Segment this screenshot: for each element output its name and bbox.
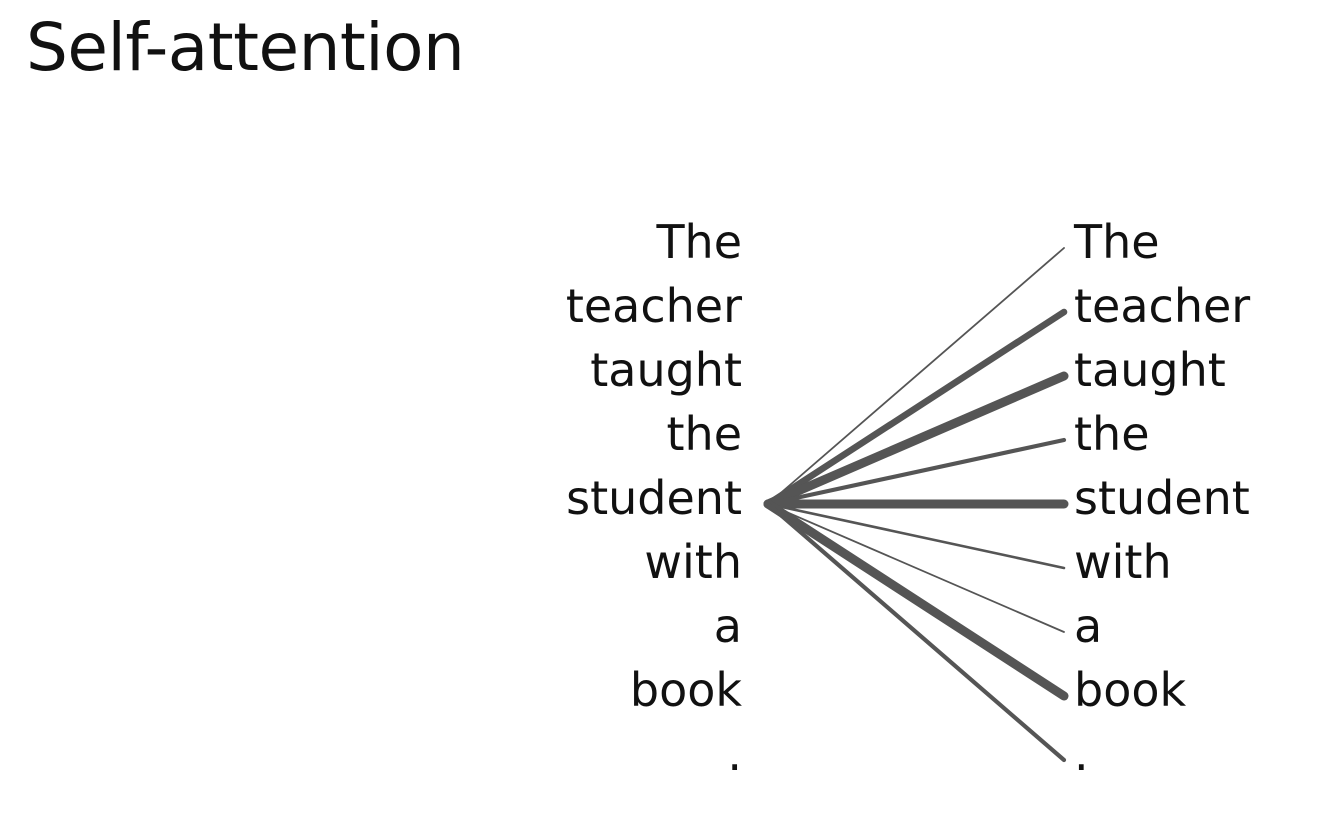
target-token: .	[1074, 727, 1089, 781]
target-token: the	[1074, 407, 1150, 461]
slide-title: Self-attention	[26, 9, 465, 86]
target-token: with	[1074, 535, 1172, 589]
target-token-column: The teacher taught the student with a bo…	[1074, 210, 1250, 786]
source-token: .	[727, 727, 742, 781]
source-token: teacher	[565, 279, 742, 333]
source-token: a	[713, 599, 742, 653]
attention-line	[765, 501, 1067, 763]
source-token: The	[656, 215, 742, 269]
attention-line	[767, 503, 1065, 633]
attention-line	[765, 437, 1067, 507]
attention-line	[763, 371, 1069, 509]
target-token: teacher	[1074, 279, 1251, 333]
source-token: taught	[590, 343, 742, 397]
target-token: The	[1074, 215, 1160, 269]
target-token: a	[1074, 599, 1103, 653]
attention-line	[763, 499, 1069, 701]
target-token: student	[1074, 471, 1250, 525]
source-token: student	[566, 471, 742, 525]
target-token: taught	[1074, 343, 1226, 397]
target-token: book	[1074, 663, 1187, 717]
source-token: the	[666, 407, 743, 461]
source-token: book	[629, 663, 742, 717]
attention-line	[766, 502, 1066, 570]
attention-line	[764, 308, 1068, 508]
source-token-column: The teacher taught the student with a bo…	[566, 210, 742, 786]
source-token: with	[644, 535, 742, 589]
attention-line	[767, 247, 1065, 505]
